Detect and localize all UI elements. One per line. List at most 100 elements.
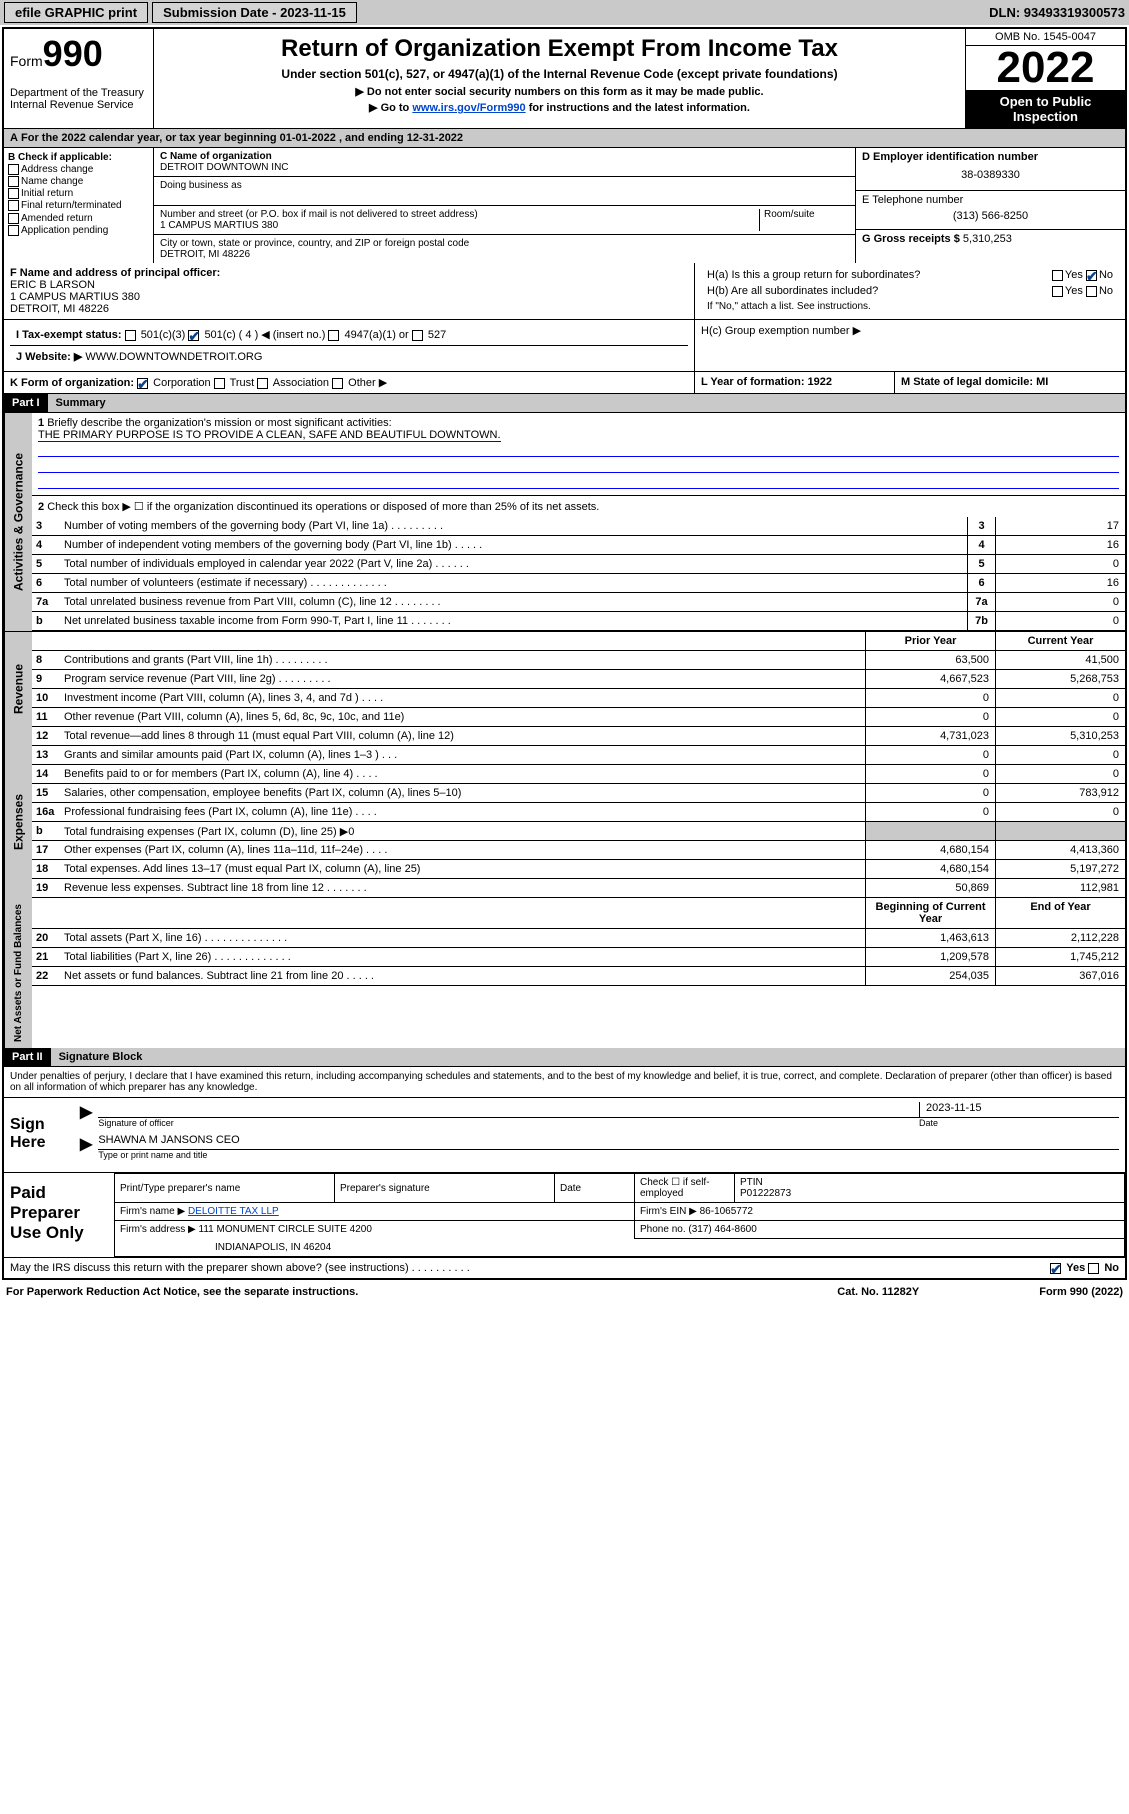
cb-application-pending[interactable]: Application pending: [8, 225, 149, 236]
paperwork-notice: For Paperwork Reduction Act Notice, see …: [6, 1286, 358, 1298]
cb-other[interactable]: [332, 378, 343, 389]
hb-note: If "No," attach a list. See instructions…: [701, 299, 1119, 314]
page-footer: For Paperwork Reduction Act Notice, see …: [0, 1282, 1129, 1302]
preparer-table: Print/Type preparer's name Preparer's si…: [114, 1173, 1125, 1257]
gov-line-7a: 7aTotal unrelated business revenue from …: [32, 593, 1125, 612]
irs-link[interactable]: www.irs.gov/Form990: [412, 102, 525, 114]
discuss-yes[interactable]: [1050, 1263, 1061, 1274]
part-i-header: Part I Summary: [4, 394, 1125, 413]
phone-label: E Telephone number: [862, 194, 963, 206]
part-ii-header: Part II Signature Block: [4, 1048, 1125, 1067]
cb-association[interactable]: [257, 378, 268, 389]
form-title: Return of Organization Exempt From Incom…: [164, 35, 955, 63]
tab-governance: Activities & Governance: [4, 413, 32, 631]
ha-label: H(a) Is this a group return for subordin…: [707, 269, 920, 281]
ptin-cell: PTINP01222873: [735, 1174, 1125, 1203]
section-fh: F Name and address of principal officer:…: [4, 263, 1125, 320]
cat-no: Cat. No. 11282Y: [837, 1286, 919, 1298]
form-org-label: K Form of organization:: [10, 377, 134, 389]
gov-line-5: 5Total number of individuals employed in…: [32, 555, 1125, 574]
dba-label: Doing business as: [160, 180, 242, 191]
net-assets-section: Net Assets or Fund Balances Beginning of…: [4, 898, 1125, 1048]
form-ref: Form 990 (2022): [1039, 1286, 1123, 1298]
tab-net-assets: Net Assets or Fund Balances: [4, 898, 32, 1048]
exp-line-18: 18Total expenses. Add lines 13–17 (must …: [32, 860, 1125, 879]
website-value: WWW.DOWNTOWNDETROIT.ORG: [85, 351, 262, 363]
cb-name-change[interactable]: Name change: [8, 176, 149, 187]
exp-line-16a: 16aProfessional fundraising fees (Part I…: [32, 803, 1125, 822]
ha-yes[interactable]: [1052, 270, 1063, 281]
perjury-statement: Under penalties of perjury, I declare th…: [4, 1067, 1125, 1098]
cb-trust[interactable]: [214, 378, 225, 389]
hb-no[interactable]: [1086, 286, 1097, 297]
tab-revenue: Revenue: [4, 632, 32, 746]
ssn-warning: ▶ Do not enter social security numbers o…: [164, 85, 955, 98]
part-i-title: Summary: [48, 394, 1125, 412]
exp-line-13: 13Grants and similar amounts paid (Part …: [32, 746, 1125, 765]
tab-expenses: Expenses: [4, 746, 32, 898]
ein-value: 38-0389330: [862, 163, 1119, 187]
cb-address-change[interactable]: Address change: [8, 164, 149, 175]
officer-addr2: DETROIT, MI 48226: [10, 303, 109, 315]
addr-label: Number and street (or P.O. box if mail i…: [160, 209, 478, 220]
street-address: 1 CAMPUS MARTIUS 380: [160, 220, 278, 231]
net-line-21: 21Total liabilities (Part X, line 26) . …: [32, 948, 1125, 967]
prep-selfemp: Check ☐ if self-employed: [635, 1174, 735, 1203]
row-klm: K Form of organization: Corporation Trus…: [4, 372, 1125, 394]
instructions-link-row: ▶ Go to www.irs.gov/Form990 for instruct…: [164, 101, 955, 114]
hb-yes[interactable]: [1052, 286, 1063, 297]
mission-text: THE PRIMARY PURPOSE IS TO PROVIDE A CLEA…: [38, 429, 501, 442]
cb-final-return[interactable]: Final return/terminated: [8, 200, 149, 211]
cb-corporation[interactable]: [137, 378, 148, 389]
efile-print-button[interactable]: efile GRAPHIC print: [4, 2, 148, 23]
gov-line-6: 6Total number of volunteers (estimate if…: [32, 574, 1125, 593]
tax-period: A For the 2022 calendar year, or tax yea…: [4, 129, 1125, 148]
exp-line-14: 14Benefits paid to or for members (Part …: [32, 765, 1125, 784]
rev-line-9: 9Program service revenue (Part VIII, lin…: [32, 670, 1125, 689]
part-ii-title: Signature Block: [51, 1048, 1125, 1066]
firm-address2: INDIANAPOLIS, IN 46204: [115, 1239, 1125, 1257]
discuss-no[interactable]: [1088, 1263, 1099, 1274]
expenses-section: Expenses 13Grants and similar amounts pa…: [4, 746, 1125, 898]
paid-preparer-label: Paid Preparer Use Only: [4, 1173, 114, 1257]
section-bcd: B Check if applicable: Address change Na…: [4, 148, 1125, 263]
exp-line-b: bTotal fundraising expenses (Part IX, co…: [32, 822, 1125, 841]
cb-501c3[interactable]: [125, 330, 136, 341]
begin-year-hdr: Beginning of Current Year: [865, 898, 995, 928]
cb-527[interactable]: [412, 330, 423, 341]
form-container: Form990 Department of the Treasury Inter…: [2, 27, 1127, 1280]
org-name: DETROIT DOWNTOWN INC: [160, 162, 289, 173]
prep-name-hdr: Print/Type preparer's name: [115, 1174, 335, 1203]
officer-print-name: SHAWNA M JANSONS CEO: [98, 1134, 239, 1149]
cb-4947[interactable]: [328, 330, 339, 341]
officer-addr1: 1 CAMPUS MARTIUS 380: [10, 291, 140, 303]
year-formation: L Year of formation: 1922: [701, 376, 832, 388]
mission-label: Briefly describe the organization's miss…: [47, 417, 391, 429]
prior-year-hdr: Prior Year: [865, 632, 995, 650]
firm-name-link[interactable]: DELOITTE TAX LLP: [188, 1206, 279, 1217]
officer-name: ERIC B LARSON: [10, 279, 95, 291]
dln: DLN: 93493319300573: [989, 5, 1125, 20]
print-name-caption: Type or print name and title: [98, 1150, 1119, 1160]
part-i-label: Part I: [4, 394, 48, 412]
cb-initial-return[interactable]: Initial return: [8, 188, 149, 199]
form-subtitle: Under section 501(c), 527, or 4947(a)(1)…: [164, 67, 955, 81]
sig-date-caption: Date: [919, 1118, 1119, 1128]
rev-line-10: 10Investment income (Part VIII, column (…: [32, 689, 1125, 708]
cb-501c[interactable]: [188, 330, 199, 341]
ha-no[interactable]: [1086, 270, 1097, 281]
discuss-row: May the IRS discuss this return with the…: [4, 1257, 1125, 1278]
sign-date: 2023-11-15: [919, 1102, 1119, 1117]
firm-ein: 86-1065772: [700, 1206, 753, 1217]
exp-line-17: 17Other expenses (Part IX, column (A), l…: [32, 841, 1125, 860]
submission-date-button[interactable]: Submission Date - 2023-11-15: [152, 2, 357, 23]
sign-here-label: Sign Here: [10, 1102, 80, 1160]
hc-label: H(c) Group exemption number ▶: [701, 324, 1119, 337]
state-domicile: M State of legal domicile: MI: [901, 376, 1048, 388]
tax-status-label: I Tax-exempt status:: [16, 329, 122, 341]
exp-line-15: 15Salaries, other compensation, employee…: [32, 784, 1125, 803]
part-ii-label: Part II: [4, 1048, 51, 1066]
sig-officer-caption: Signature of officer: [98, 1118, 919, 1128]
cb-amended-return[interactable]: Amended return: [8, 213, 149, 224]
ein-label: D Employer identification number: [862, 151, 1038, 163]
